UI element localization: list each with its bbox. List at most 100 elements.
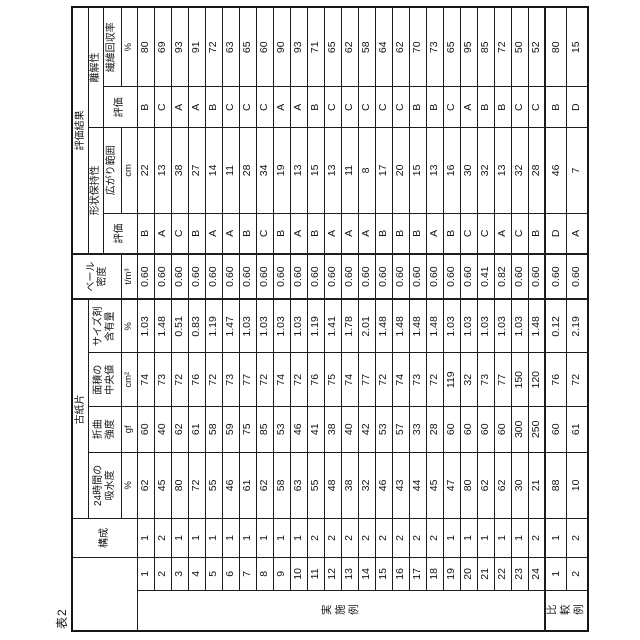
header-line: ベール	[85, 261, 97, 292]
unit-saizu: %	[121, 299, 137, 353]
cell-saizu: 1.19	[205, 299, 222, 353]
cell-menseki: 72	[256, 352, 273, 407]
cell-menseki: 77	[494, 352, 511, 407]
table-row: 9 1 58 53 74 1.03 0.60 B 19 A 90	[273, 7, 290, 631]
cell-saizu: 1.03	[494, 299, 511, 353]
cell-bale: 0.60	[137, 253, 154, 300]
cell-kaishu: 80	[545, 7, 567, 87]
cell-menseki: 120	[528, 352, 545, 407]
cell-kyusui: 61	[239, 452, 256, 519]
cell-saizu: 1.03	[137, 299, 154, 353]
cell-bale: 0.60	[409, 253, 426, 300]
table-row: 13 2 38 40 74 1.78 0.60 A 11 C 62	[341, 7, 358, 631]
cell-rikai: C	[239, 86, 256, 128]
cell-ori: 58	[205, 406, 222, 453]
cell-kosei: 1	[222, 518, 239, 558]
cell-no: 20	[460, 557, 477, 591]
unit-hirogari: cm	[121, 127, 137, 214]
cell-saizu: 0.83	[188, 299, 205, 353]
cell-kaishu: 64	[375, 7, 392, 87]
cell-rikai: B	[426, 86, 443, 128]
header-line: 面積の	[93, 364, 105, 395]
header-group-result: 評価結果	[72, 7, 88, 254]
cell-keijo: A	[358, 213, 375, 254]
cell-kaishu: 71	[307, 7, 324, 87]
cell-no: 16	[392, 557, 409, 591]
cell-ori: 53	[273, 406, 290, 453]
cell-kyusui: 47	[443, 452, 460, 519]
cell-kaishu: 80	[137, 7, 154, 87]
cell-bale: 0.60	[358, 253, 375, 300]
cell-keijo: B	[239, 213, 256, 254]
cell-saizu: 1.03	[443, 299, 460, 353]
cell-kaishu: 70	[409, 7, 426, 87]
cell-saizu: 1.03	[511, 299, 528, 353]
cell-hirogari: 19	[273, 127, 290, 214]
cell-rikai: C	[222, 86, 239, 128]
cell-kyusui: 62	[494, 452, 511, 519]
cell-bale: 0.60	[375, 253, 392, 300]
cell-no: 8	[256, 557, 273, 591]
cell-kosei: 1	[477, 518, 494, 558]
cell-keijo: B	[528, 213, 545, 254]
cell-kaishu: 72	[205, 7, 222, 87]
cell-kyusui: 62	[256, 452, 273, 519]
cell-ori: 60	[137, 406, 154, 453]
table-header: 構成 古紙片 ベール 密度 評価結果 24時間の 吸水度 折曲 強度 面積	[72, 7, 137, 631]
table-row: 18 2 45 28 72 1.48 0.60 A 13 B 73	[426, 7, 443, 631]
cell-rikai: D	[566, 86, 588, 128]
cell-ori: 59	[222, 406, 239, 453]
cell-ori: 61	[566, 406, 588, 453]
cell-saizu: 1.03	[460, 299, 477, 353]
cell-ori: 60	[477, 406, 494, 453]
header-corner-cell	[72, 557, 137, 631]
table-row: 3 1 80 62 72 0.51 0.60 C 38 A 93	[171, 7, 188, 631]
cell-kaishu: 73	[426, 7, 443, 87]
cell-hirogari: 34	[256, 127, 273, 214]
cell-hirogari: 15	[409, 127, 426, 214]
header-line: 吸水度	[104, 470, 116, 501]
cell-kyusui: 38	[341, 452, 358, 519]
row-group-label: 比較例	[545, 590, 588, 631]
unit-menseki: cm²	[121, 352, 137, 407]
cell-bale: 0.60	[307, 253, 324, 300]
cell-keijo: A	[290, 213, 307, 254]
cell-kaishu: 60	[256, 7, 273, 87]
cell-no: 2	[566, 557, 588, 591]
cell-kyusui: 48	[324, 452, 341, 519]
cell-bale: 0.60	[392, 253, 409, 300]
cell-kyusui: 80	[460, 452, 477, 519]
cell-keijo: A	[426, 213, 443, 254]
cell-kyusui: 58	[273, 452, 290, 519]
cell-no: 21	[477, 557, 494, 591]
header-group-koshihen: 古紙片	[72, 299, 88, 519]
cell-kyusui: 30	[511, 452, 528, 519]
cell-bale: 0.60	[239, 253, 256, 300]
cell-kosei: 2	[154, 518, 171, 558]
cell-kaishu: 58	[358, 7, 375, 87]
cell-keijo: A	[205, 213, 222, 254]
cell-rikai: C	[324, 86, 341, 128]
cell-saizu: 1.41	[324, 299, 341, 353]
table-row: 6 1 46 59 73 1.47 0.60 A 11 C 63	[222, 7, 239, 631]
cell-keijo: C	[511, 213, 528, 254]
cell-no: 23	[511, 557, 528, 591]
cell-rikai: B	[137, 86, 154, 128]
cell-saizu: 1.03	[256, 299, 273, 353]
header-keijo-group: 形状保持性	[88, 127, 103, 254]
rotated-table-wrapper: 表2 構成 古紙片 ベール 密度 評価結果 24時間の 吸水度	[53, 6, 593, 632]
cell-bale: 0.60	[222, 253, 239, 300]
cell-ori: 75	[239, 406, 256, 453]
cell-saizu: 1.03	[273, 299, 290, 353]
cell-no: 18	[426, 557, 443, 591]
cell-ori: 60	[494, 406, 511, 453]
cell-kyusui: 21	[528, 452, 545, 519]
cell-rikai: C	[392, 86, 409, 128]
cell-no: 24	[528, 557, 545, 591]
cell-saizu: 1.48	[375, 299, 392, 353]
cell-bale: 0.82	[494, 253, 511, 300]
header-keijo-hyoka: 評価	[103, 213, 137, 254]
cell-rikai: A	[273, 86, 290, 128]
cell-kaishu: 65	[239, 7, 256, 87]
cell-no: 1	[545, 557, 567, 591]
